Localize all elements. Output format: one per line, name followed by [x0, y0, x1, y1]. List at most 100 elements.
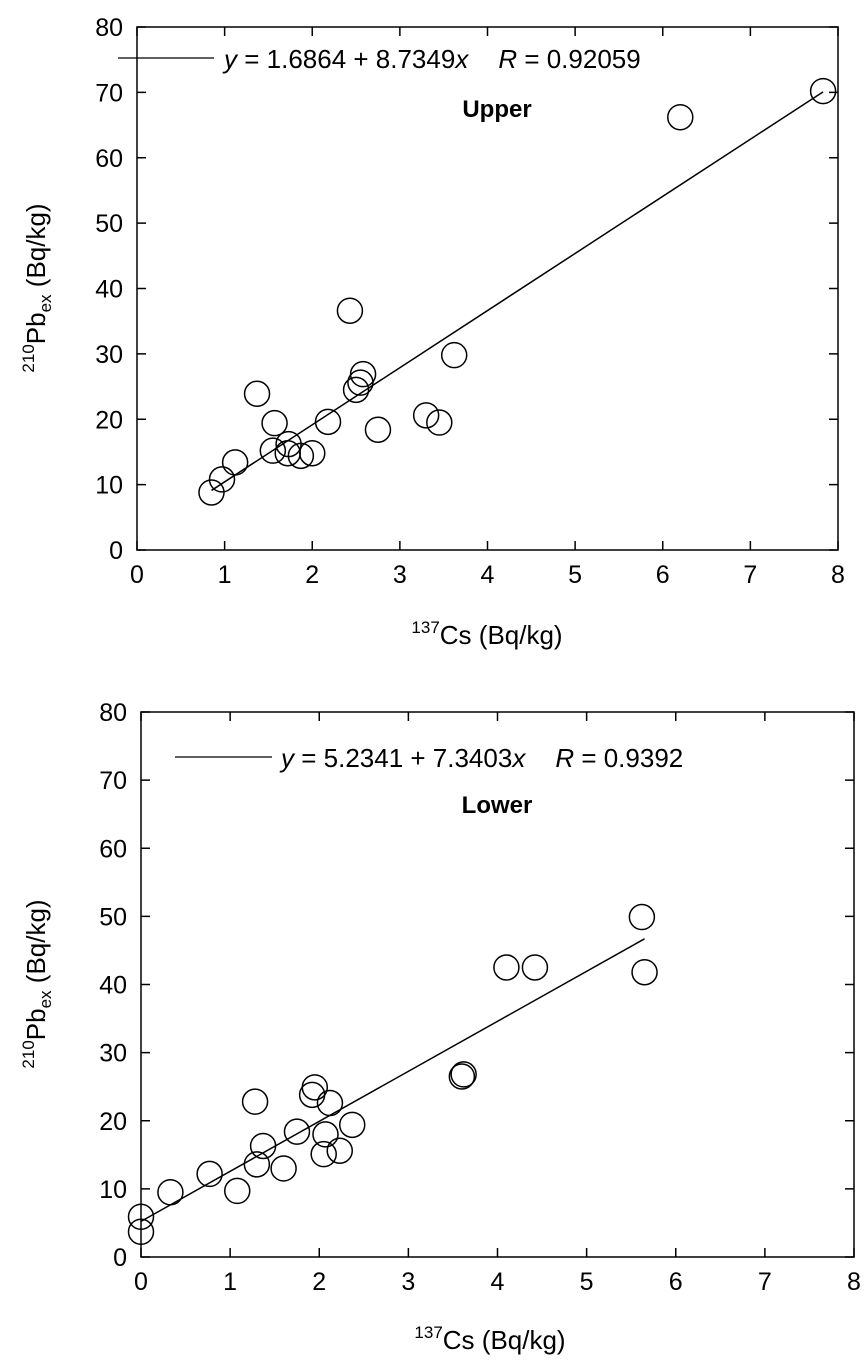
lower-data-point: [283, 1118, 311, 1145]
lower-x-tick-label: 1: [223, 1268, 237, 1296]
lower-data-point: [270, 1155, 297, 1182]
upper-fit-equation: y = 1.6864 + 8.7349x R = 0.92059: [222, 44, 641, 74]
upper-eq-rval: = 0.92059: [517, 44, 641, 74]
lower-eq-r: R: [555, 743, 574, 773]
lower-data-point: [448, 1063, 476, 1090]
lower-x-tick-label: 7: [758, 1268, 772, 1296]
lower-data-point: [628, 903, 656, 931]
lower-data-point: [241, 1088, 269, 1115]
lower-data-point: [249, 1132, 277, 1160]
upper-data-point: [314, 408, 342, 436]
lower-x-tick-label: 5: [580, 1268, 594, 1296]
lower-y-tick-label: 0: [113, 1244, 127, 1272]
upper-data-point: [261, 409, 288, 437]
upper-y-label-sub: ex: [36, 294, 55, 312]
upper-x-label-sup: 137: [411, 618, 439, 637]
lower-eq-body: = 5.2341 + 7.3403: [294, 743, 512, 773]
lower-y-tick-label: 70: [99, 767, 127, 795]
lower-y-tick-label: 60: [99, 835, 127, 863]
lower-data-point: [631, 958, 658, 986]
upper-eq-x: x: [453, 44, 469, 74]
lower-data-point: [243, 1151, 271, 1178]
upper-fit-line: [211, 91, 824, 492]
upper-x-tick-label: 1: [218, 561, 232, 589]
upper-data-point: [412, 402, 440, 429]
upper-data-point: [299, 439, 326, 467]
lower-y-tick-label: 30: [99, 1040, 127, 1068]
lower-x-label-sup: 137: [414, 1323, 442, 1342]
lower-x-tick-label: 4: [491, 1268, 505, 1296]
lower-data-point: [338, 1111, 366, 1139]
upper-data-point: [364, 416, 392, 443]
lower-data-point: [127, 1203, 155, 1231]
upper-x-tick-label: 2: [305, 561, 319, 589]
upper-panel-label: Upper: [462, 96, 531, 123]
lower-y-axis-label: 210Pbex (Bq/kg): [19, 899, 55, 1068]
upper-y-label-main: Pb: [21, 312, 51, 344]
upper-x-tick-label: 0: [130, 561, 144, 589]
lower-x-tick-label: 3: [401, 1268, 415, 1296]
lower-x-axis-label: 137Cs (Bq/kg): [414, 1323, 565, 1355]
upper-data-point: [221, 449, 249, 476]
lower-x-label-main: Cs (Bq/kg): [443, 1325, 566, 1355]
lower-data-point: [196, 1160, 223, 1188]
lower-y-tick-label: 50: [99, 903, 127, 931]
lower-data-point: [157, 1179, 184, 1206]
upper-x-axis-label: 137Cs (Bq/kg): [411, 618, 562, 650]
lower-data-point: [224, 1177, 251, 1205]
upper-data-point: [440, 341, 468, 369]
lower-y-tick-label: 20: [99, 1108, 127, 1136]
lower-data-point: [493, 954, 520, 981]
lower-y-label-main: Pb: [21, 1008, 51, 1040]
lower-eq-x: x: [510, 743, 526, 773]
upper-x-tick-label: 7: [743, 561, 757, 589]
lower-y-tick-label: 10: [99, 1176, 127, 1204]
upper-data-point: [426, 409, 453, 436]
lower-fit-equation: y = 5.2341 + 7.3403x R = 0.9392: [279, 743, 683, 773]
upper-fit-line-group: [211, 91, 824, 492]
lower-y-tick-label: 40: [99, 972, 127, 1000]
lower-x-tick-label: 2: [312, 1268, 326, 1296]
upper-x-tick-label: 8: [831, 561, 845, 589]
lower-fit-line-group: [140, 938, 645, 1222]
lower-data-point: [450, 1061, 477, 1088]
upper-eq-r: R: [498, 44, 517, 74]
upper-data-point: [336, 297, 364, 324]
upper-y-tick-label: 10: [95, 472, 123, 500]
lower-y-label-unit: (Bq/kg): [21, 899, 51, 990]
upper-x-label-main: Cs (Bq/kg): [440, 620, 563, 650]
upper-x-tick-label: 4: [481, 561, 495, 589]
upper-x-tick-label: 3: [393, 561, 407, 589]
upper-data-point: [342, 376, 370, 404]
upper-eq-body: = 1.6864 + 8.7349: [237, 44, 455, 74]
lower-data-points: [127, 903, 658, 1246]
upper-data-points: [198, 77, 837, 506]
lower-data-point: [326, 1137, 353, 1164]
lower-eq-rval: = 0.9392: [574, 743, 683, 773]
lower-panel-label: Lower: [462, 792, 533, 819]
upper-data-point: [243, 380, 271, 408]
upper-y-tick-label: 60: [95, 145, 123, 173]
lower-y-label-sub: ex: [36, 990, 55, 1008]
lower-y-tick-label: 80: [99, 699, 127, 727]
lower-x-tick-label: 8: [847, 1268, 861, 1296]
upper-x-tick-label: 6: [656, 561, 670, 589]
upper-data-point: [347, 369, 374, 396]
upper-y-tick-label: 50: [95, 210, 123, 238]
lower-data-point: [312, 1121, 339, 1148]
lower-fit-line: [140, 938, 645, 1222]
upper-y-label-unit: (Bq/kg): [21, 203, 51, 294]
upper-data-point: [208, 466, 236, 493]
upper-y-label-sup: 210: [19, 344, 38, 372]
upper-y-tick-label: 40: [95, 276, 123, 304]
upper-y-tick-label: 70: [95, 79, 123, 107]
lower-x-tick-label: 6: [669, 1268, 683, 1296]
lower-data-point: [316, 1089, 344, 1117]
upper-data-point: [287, 442, 315, 470]
upper-eq-y: y: [222, 44, 239, 74]
